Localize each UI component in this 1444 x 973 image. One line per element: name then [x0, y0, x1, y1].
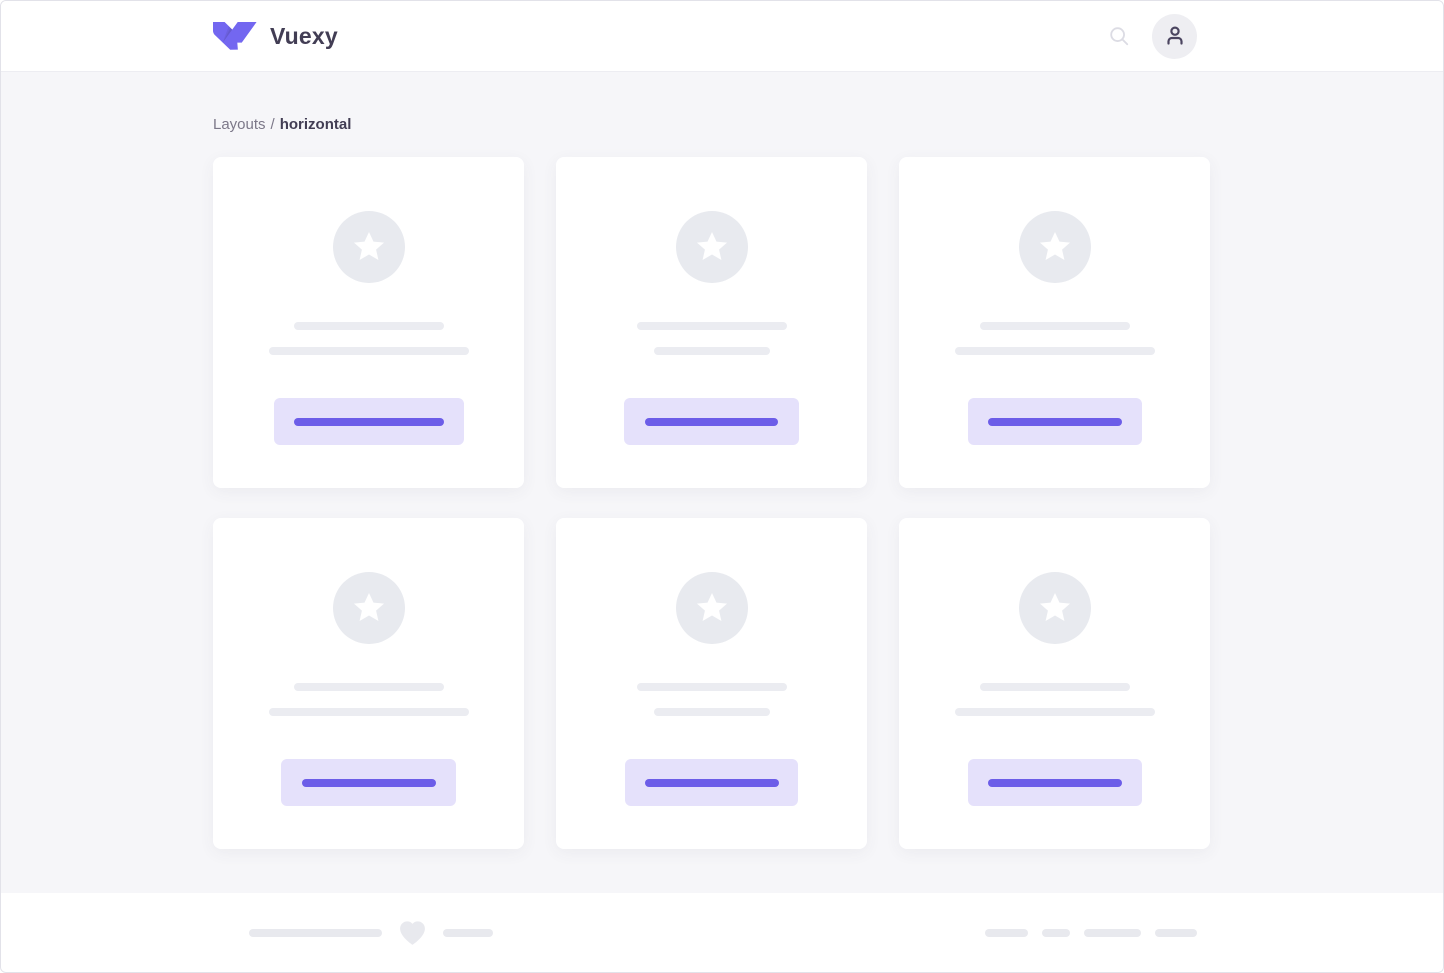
card-text-placeholder-1 — [636, 683, 787, 691]
star-icon — [693, 589, 731, 627]
card-avatar-circle — [1018, 572, 1091, 644]
breadcrumb-current: horizontal — [279, 116, 352, 133]
card-text-placeholder-1 — [636, 322, 787, 330]
placeholder-card — [899, 518, 1210, 849]
placeholder-card — [213, 157, 524, 488]
card-button-label-placeholder — [644, 778, 779, 787]
footer-left — [249, 920, 493, 946]
footer-link-placeholder — [1042, 928, 1070, 937]
footer — [1, 893, 1443, 972]
placeholder-card — [556, 157, 867, 488]
card-text-placeholder-1 — [293, 322, 444, 330]
breadcrumb-separator: / — [270, 116, 275, 133]
card-button[interactable] — [273, 398, 464, 445]
user-icon — [1163, 24, 1187, 48]
card-text-placeholder-2 — [954, 347, 1155, 355]
star-icon — [1036, 228, 1074, 266]
card-button-label-placeholder — [301, 778, 436, 787]
card-button[interactable] — [967, 398, 1142, 445]
placeholder-card — [213, 518, 524, 849]
navbar-actions — [1108, 13, 1197, 59]
card-text-placeholder-2 — [268, 347, 469, 355]
card-button[interactable] — [624, 398, 799, 445]
card-button-label-placeholder — [645, 417, 778, 426]
card-text-placeholder-2 — [268, 708, 469, 716]
star-icon — [350, 228, 388, 266]
card-avatar-circle — [675, 572, 748, 644]
star-icon — [350, 589, 388, 627]
card-text-placeholder-1 — [979, 683, 1130, 691]
top-navbar: Vuexy — [1, 1, 1443, 72]
heart-icon — [398, 920, 427, 946]
footer-link-placeholder — [985, 928, 1028, 937]
card-button-label-placeholder — [293, 417, 444, 426]
card-text-placeholder-1 — [293, 683, 444, 691]
placeholder-card — [899, 157, 1210, 488]
card-button[interactable] — [281, 759, 456, 806]
brand-link[interactable]: Vuexy — [213, 21, 338, 51]
card-button-label-placeholder — [987, 778, 1122, 787]
star-icon — [1036, 589, 1074, 627]
main-content: Layouts / horizontal — [1, 72, 1443, 893]
card-text-placeholder-2 — [653, 708, 770, 716]
footer-text-placeholder-1 — [249, 928, 382, 937]
card-button[interactable] — [625, 759, 798, 806]
footer-text-placeholder-2 — [443, 928, 493, 937]
card-text-placeholder-1 — [979, 322, 1130, 330]
breadcrumb: Layouts / horizontal — [213, 115, 1443, 135]
card-grid — [213, 157, 1443, 849]
card-avatar-circle — [1018, 211, 1091, 283]
placeholder-card — [556, 518, 867, 849]
footer-link-placeholder — [1155, 928, 1197, 937]
card-avatar-circle — [332, 572, 405, 644]
vuexy-logo-icon — [213, 21, 257, 51]
card-button-label-placeholder — [987, 417, 1122, 426]
breadcrumb-parent-link[interactable]: Layouts — [213, 116, 266, 133]
card-text-placeholder-2 — [653, 347, 770, 355]
card-avatar-circle — [332, 211, 405, 283]
brand-name: Vuexy — [270, 22, 338, 49]
card-text-placeholder-2 — [954, 708, 1155, 716]
star-icon — [693, 228, 731, 266]
footer-link-placeholder — [1084, 928, 1141, 937]
card-avatar-circle — [675, 211, 748, 283]
card-button[interactable] — [967, 759, 1142, 806]
user-avatar[interactable] — [1152, 13, 1197, 59]
search-icon[interactable] — [1108, 25, 1130, 47]
footer-links — [985, 928, 1197, 937]
